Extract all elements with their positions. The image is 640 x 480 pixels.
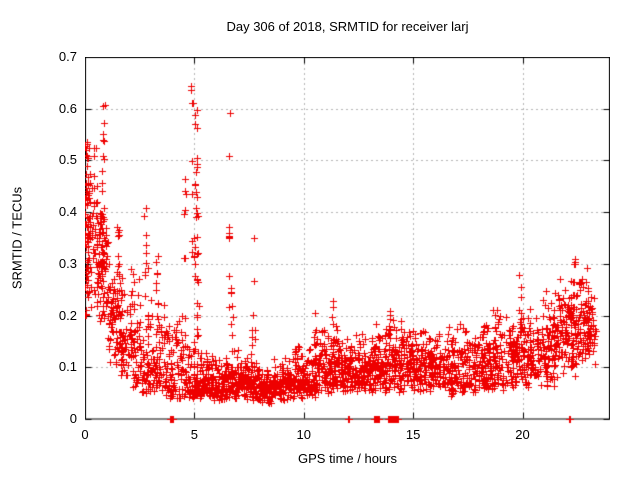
y-tick-label: 0.4	[58, 204, 77, 220]
y-tick-label: 0	[69, 411, 77, 426]
y-axis-label: SRMTID / TECUs	[9, 186, 25, 290]
x-axis-label: GPS time / hours	[298, 451, 397, 466]
y-tick-label: 0.1	[58, 359, 77, 375]
plot-title: Day 306 of 2018, SRMTID for receiver lar…	[226, 19, 469, 34]
y-tick-label: 0.7	[58, 49, 77, 64]
scatter-plot-canvas	[85, 57, 610, 425]
y-tick-label: 0.5	[58, 152, 77, 168]
x-tick-label: 0	[81, 427, 89, 442]
y-tick-label: 0.2	[58, 307, 77, 323]
x-tick-label: 20	[515, 427, 530, 442]
x-tick-label: 15	[405, 427, 421, 442]
x-tick-label: 5	[190, 427, 198, 442]
y-tick-label: 0.3	[58, 255, 77, 271]
y-tick-label: 0.6	[58, 100, 77, 116]
x-tick-label: 10	[296, 427, 311, 442]
